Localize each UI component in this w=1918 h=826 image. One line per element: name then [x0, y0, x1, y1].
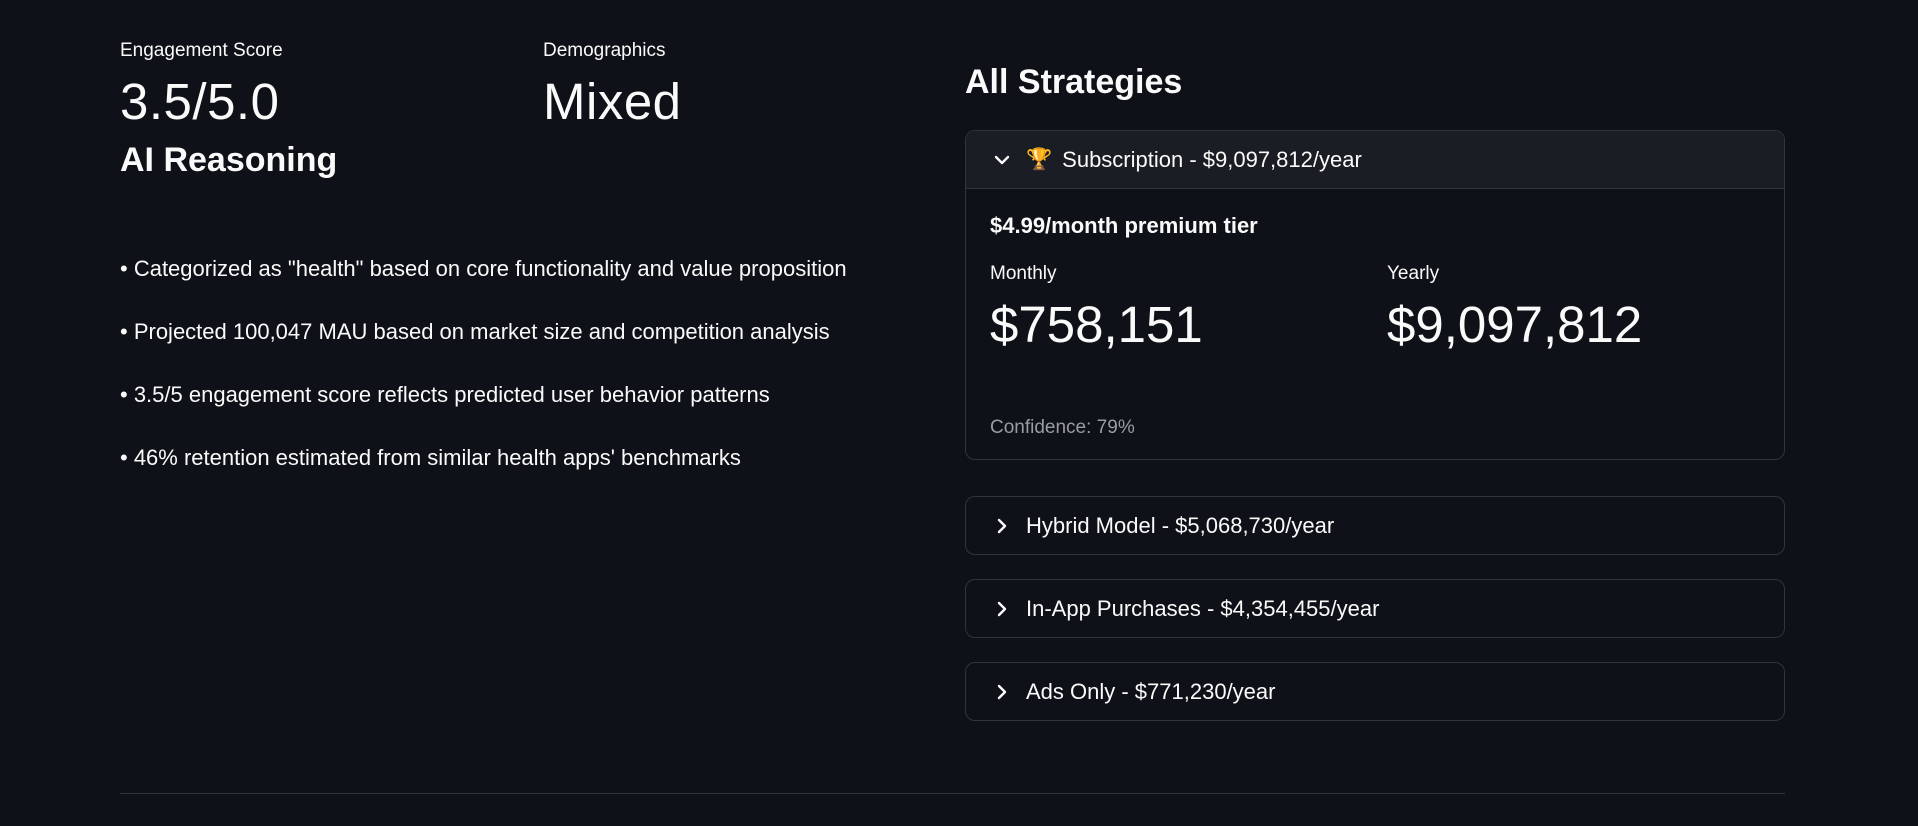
- strategy-expander-header[interactable]: Ads Only - $771,230/year: [966, 663, 1784, 720]
- chevron-right-icon: [997, 518, 1007, 533]
- trophy-icon: 🏆: [1026, 147, 1053, 171]
- chevron-right-icon: [997, 684, 1007, 699]
- yearly-label: Yearly: [1387, 263, 1440, 284]
- reasoning-list: • Categorized as "health" based on core …: [120, 254, 920, 506]
- monthly-value: $758,151: [990, 296, 1203, 353]
- metrics-row: Engagement Score 3.5/5.0 Demographics Mi…: [120, 38, 920, 138]
- engagement-value: 3.5/5.0: [120, 73, 280, 130]
- reasoning-item: • 3.5/5 engagement score reflects predic…: [120, 382, 770, 407]
- monthly-metric: Monthly $758,151: [990, 261, 1203, 355]
- reasoning-item: • 46% retention estimated from similar h…: [120, 445, 741, 470]
- strategy-expander-header[interactable]: Hybrid Model - $5,068,730/year: [966, 497, 1784, 554]
- strategy-expander-in-app[interactable]: In-App Purchases - $4,354,455/year: [965, 579, 1785, 638]
- left-column: Engagement Score 3.5/5.0 Demographics Mi…: [120, 38, 920, 470]
- right-column: All Strategies 🏆 Subscription - $9,097,8…: [965, 60, 1785, 721]
- ai-reasoning-title: AI Reasoning: [120, 141, 338, 179]
- divider: [120, 793, 1785, 794]
- revenue-metrics: Monthly $758,151 Yearly $9,097,812: [990, 261, 1760, 371]
- demographics-value: Mixed: [543, 73, 682, 130]
- strategy-expander-subscription: 🏆 Subscription - $9,097,812/year $4.99/m…: [965, 130, 1785, 460]
- chevron-right-icon: [997, 601, 1007, 616]
- demographics-label: Demographics: [543, 40, 666, 61]
- strategy-label: Ads Only - $771,230/year: [1026, 678, 1276, 704]
- strategy-expander-hybrid[interactable]: Hybrid Model - $5,068,730/year: [965, 496, 1785, 555]
- strategy-expander-header[interactable]: 🏆 Subscription - $9,097,812/year: [966, 131, 1784, 189]
- demographics-metric: Demographics Mixed: [543, 38, 682, 132]
- strategy-label: In-App Purchases - $4,354,455/year: [1026, 595, 1380, 621]
- reasoning-item: • Projected 100,047 MAU based on market …: [120, 319, 830, 344]
- yearly-value: $9,097,812: [1387, 296, 1643, 353]
- reasoning-item: • Categorized as "health" based on core …: [120, 256, 847, 281]
- engagement-label: Engagement Score: [120, 40, 283, 61]
- strategy-expander-ads[interactable]: Ads Only - $771,230/year: [965, 662, 1785, 721]
- strategy-label: Hybrid Model - $5,068,730/year: [1026, 512, 1335, 538]
- strategy-expander-header[interactable]: In-App Purchases - $4,354,455/year: [966, 580, 1784, 637]
- engagement-metric: Engagement Score 3.5/5.0: [120, 38, 283, 132]
- confidence-text: Confidence: 79%: [990, 417, 1135, 438]
- yearly-metric: Yearly $9,097,812: [1387, 261, 1642, 355]
- all-strategies-title: All Strategies: [965, 63, 1183, 101]
- monthly-label: Monthly: [990, 263, 1057, 284]
- strategy-details: $4.99/month premium tier Monthly $758,15…: [966, 189, 1784, 459]
- chevron-down-icon: [994, 155, 1010, 164]
- strategy-label: Subscription - $9,097,812/year: [1062, 146, 1362, 172]
- tier-description: $4.99/month premium tier: [990, 213, 1258, 238]
